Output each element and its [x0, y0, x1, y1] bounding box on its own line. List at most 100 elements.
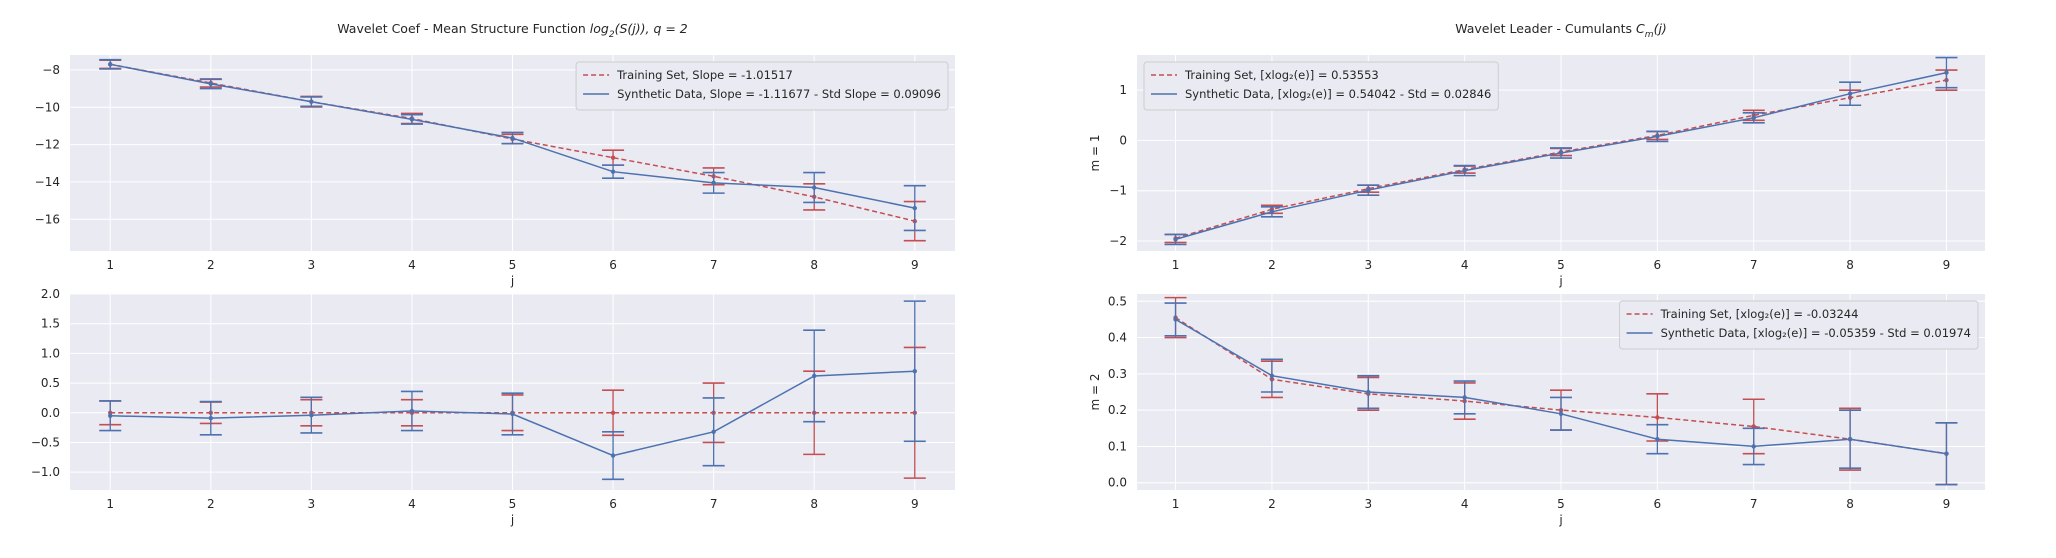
data-point — [208, 81, 213, 87]
x-tick-label: 6 — [1654, 258, 1662, 272]
x-tick-label: 2 — [207, 497, 215, 511]
data-point — [711, 429, 716, 434]
y-tick-label: 1 — [1119, 83, 1127, 97]
y-tick-label: 0 — [1119, 133, 1127, 147]
y-tick-label: −12 — [35, 138, 60, 152]
data-point — [1173, 317, 1178, 322]
x-tick-label: 5 — [1557, 258, 1565, 272]
legend-entry: Synthetic Data, [xlog₂(e)] = 0.54042 - S… — [1185, 87, 1491, 101]
data-point — [912, 369, 917, 374]
x-tick-label: 1 — [106, 497, 114, 511]
y-tick-label: 2.0 — [41, 287, 60, 301]
synthetic-series — [99, 300, 926, 481]
series-line — [1175, 316, 1947, 455]
x-tick-label: 7 — [710, 258, 718, 272]
x-tick-label: 6 — [1654, 497, 1662, 511]
y-axis-label: m = 2 — [1088, 373, 1102, 410]
y-tick-label: −8 — [42, 63, 60, 77]
data-point — [912, 205, 917, 211]
x-tick-label: 9 — [1943, 497, 1951, 511]
data-point — [1655, 436, 1660, 442]
x-tick-label: 3 — [1364, 258, 1372, 272]
legend-entry: Training Set, Slope = -1.01517 — [616, 68, 793, 82]
data-point — [409, 408, 415, 414]
x-tick-label: 8 — [810, 497, 818, 511]
y-tick-label: −16 — [35, 212, 60, 226]
data-point — [309, 412, 314, 418]
legend: Training Set, [xlog₂(e)] = 0.53553 Synthe… — [1143, 61, 1499, 111]
data-point — [409, 117, 415, 122]
x-tick-label: 8 — [1846, 258, 1854, 272]
legend-entry: Training Set, [xlog₂(e)] = -0.03244 — [1660, 307, 1859, 321]
x-axis-label: j — [510, 513, 514, 527]
x-tick-label: 4 — [1461, 258, 1469, 272]
x-tick-label: 3 — [308, 258, 316, 272]
chart-panel-1: 1 2 3 4 5 6 7 8 9 −8 −10 −12 −14 −16 j Wavelet Coef - M… — [35, 21, 955, 288]
x-tick-label: 7 — [710, 497, 718, 511]
x-tick-label: 9 — [911, 497, 919, 511]
data-point — [812, 185, 817, 190]
x-tick-label: 4 — [408, 497, 416, 511]
y-tick-label: 0.5 — [1108, 294, 1127, 308]
data-point — [610, 410, 616, 415]
x-tick-label: 8 — [1846, 497, 1854, 511]
x-tick-label: 7 — [1750, 497, 1758, 511]
data-point — [610, 453, 616, 458]
y-axis-label: m = 1 — [1088, 134, 1102, 171]
y-tick-label: −2 — [1109, 234, 1127, 248]
x-tick-label: 4 — [1461, 497, 1469, 511]
x-axis-label: j — [1558, 513, 1562, 527]
data-point — [108, 413, 113, 418]
y-tick-label: 0.0 — [41, 406, 60, 420]
chart-title: Wavelet Coef - Mean Structure Function l… — [337, 21, 688, 40]
x-tick-label: 9 — [911, 258, 919, 272]
synthetic-series — [99, 58, 926, 232]
data-point — [1269, 373, 1275, 378]
y-tick-label: 0.2 — [1108, 403, 1127, 417]
data-point — [610, 169, 616, 174]
data-point — [1944, 70, 1949, 75]
data-point — [1655, 415, 1660, 420]
synthetic-series — [1164, 56, 1958, 246]
y-tick-label: 0.0 — [1108, 476, 1127, 490]
data-point — [1366, 389, 1371, 395]
legend-box — [1143, 61, 1499, 111]
data-point — [610, 155, 616, 160]
x-tick-label: 9 — [1943, 258, 1951, 272]
chart-panel-2: 1 2 3 4 5 6 7 8 9 2.0 1.5 1.0 0.5 0.0 −0.5 −1.0 j — [31, 287, 955, 527]
x-tick-label: 5 — [509, 258, 517, 272]
data-point — [812, 373, 817, 379]
x-tick-label: 5 — [509, 497, 517, 511]
x-tick-label: 1 — [106, 258, 114, 272]
data-point — [1847, 91, 1853, 96]
data-point — [510, 135, 515, 141]
data-point — [1462, 168, 1467, 173]
y-tick-label: −1 — [1109, 184, 1127, 198]
data-point — [510, 411, 515, 417]
x-tick-label: 1 — [1172, 258, 1180, 272]
x-tick-label: 3 — [308, 497, 316, 511]
data-point — [1269, 209, 1275, 214]
data-point — [1751, 444, 1756, 449]
legend: Training Set, Slope = -1.01517 Synthetic … — [575, 61, 949, 111]
y-tick-label: 1.0 — [41, 346, 60, 360]
data-point — [1655, 134, 1660, 139]
x-tick-label: 3 — [1364, 497, 1372, 511]
legend-entry: Synthetic Data, Slope = -1.11677 - Std S… — [617, 87, 941, 101]
y-tick-label: 0.4 — [1108, 331, 1127, 345]
x-tick-label: 2 — [1268, 497, 1276, 511]
legend-entry: Training Set, [xlog₂(e)] = 0.53553 — [1184, 68, 1379, 82]
data-point — [1558, 411, 1564, 416]
legend-entry: Synthetic Data, [xlog₂(e)] = -0.05359 - … — [1661, 326, 1971, 340]
x-tick-label: 7 — [1750, 258, 1758, 272]
y-tick-label: 0.3 — [1108, 367, 1127, 381]
data-point — [309, 99, 314, 104]
x-tick-label: 2 — [1268, 258, 1276, 272]
synthetic-series — [1164, 302, 1958, 486]
x-tick-label: 1 — [1172, 497, 1180, 511]
x-tick-label: 2 — [207, 258, 215, 272]
x-tick-label: 5 — [1557, 497, 1565, 511]
data-point — [1944, 451, 1949, 456]
legend-box — [575, 61, 949, 111]
